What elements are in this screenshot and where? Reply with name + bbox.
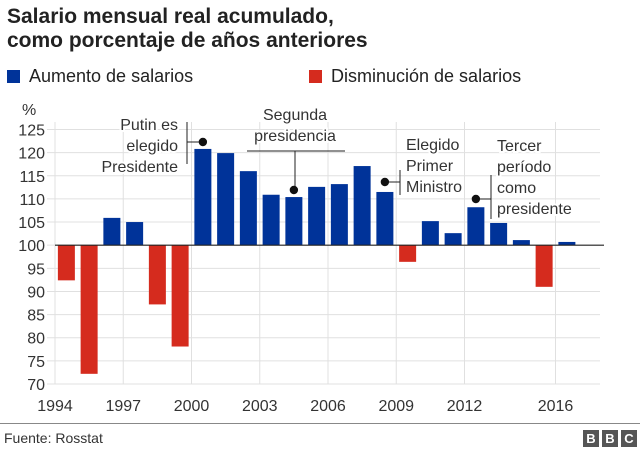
divider — [0, 423, 640, 424]
x-tick-label: 1994 — [37, 398, 73, 415]
title-line: Salario mensual real acumulado, — [7, 5, 334, 28]
chart-title: Salario mensual real acumulado, como por… — [7, 5, 368, 53]
y-tick-label: 110 — [19, 192, 45, 209]
annotation-text: como — [497, 180, 536, 197]
x-tick-label: 1997 — [105, 398, 141, 415]
y-tick-label: 115 — [19, 169, 45, 186]
bar-2008 — [376, 191, 394, 246]
y-tick-label: 120 — [18, 146, 45, 163]
bar-2015 — [535, 245, 553, 287]
bar-chart: 70 75 80 85 90 95 100 105 110 115 120 125% 1994 1997 2… — [18, 102, 604, 415]
bar-1999 — [171, 245, 189, 347]
annotation-text: elegido — [126, 138, 178, 155]
bar-2002 — [239, 171, 257, 246]
y-axis-label: % — [22, 102, 36, 119]
y-tick-label: 100 — [18, 238, 45, 255]
bar-1998 — [148, 245, 166, 305]
logo-letter: B — [602, 430, 618, 447]
bar-2010 — [421, 221, 439, 246]
bar-1997 — [126, 222, 144, 246]
y-tick-label: 105 — [18, 215, 45, 232]
legend-increase: Aumento de salarios — [7, 66, 193, 87]
bar-2004 — [285, 197, 303, 246]
y-tick-label: 95 — [27, 261, 45, 278]
legend-swatch-increase — [7, 70, 20, 83]
bar-2007 — [353, 166, 371, 246]
bar-1995 — [80, 245, 98, 374]
x-tick-label: 2012 — [447, 398, 483, 415]
annotation-text: Presidente — [102, 159, 179, 176]
bbc-logo: B B C — [583, 430, 637, 447]
y-tick-label: 125 — [18, 123, 45, 140]
x-tick-label: 2006 — [310, 398, 346, 415]
y-tick-label: 75 — [27, 354, 45, 371]
x-tick-label: 2016 — [538, 398, 574, 415]
annotation-text: Segunda — [263, 107, 327, 124]
bar-1994 — [57, 245, 75, 281]
bar-2016 — [558, 241, 576, 246]
bar-2014 — [512, 240, 530, 246]
bar-2003 — [262, 194, 280, 246]
legend-decrease: Disminución de salarios — [309, 66, 521, 87]
bar-1996 — [103, 217, 121, 246]
y-tick-label: 80 — [27, 331, 45, 348]
bar-2006 — [330, 184, 348, 246]
bar-2009 — [399, 245, 417, 262]
x-tick-label: 2003 — [242, 398, 278, 415]
logo-letter: B — [583, 430, 599, 447]
annotation-text: período — [497, 159, 551, 176]
legend-swatch-decrease — [309, 70, 322, 83]
bar-2001 — [217, 153, 235, 246]
legend-label: Disminución de salarios — [331, 66, 522, 86]
bar-2011 — [444, 233, 462, 246]
bar-2012 — [467, 207, 485, 246]
y-tick-label: 90 — [27, 284, 45, 301]
annotation-dot — [380, 177, 390, 187]
bar-2000 — [194, 148, 212, 246]
logo-letter: C — [621, 430, 637, 447]
bar-2013 — [490, 222, 508, 246]
title-line: como porcentaje de años anteriores — [7, 29, 368, 52]
annotation-dot — [471, 194, 481, 204]
annotation-text: Tercer — [497, 138, 542, 155]
x-tick-label: 2000 — [174, 398, 210, 415]
source-note: Fuente: Rosstat — [4, 430, 103, 446]
annotation-text: Putin es — [120, 117, 178, 134]
annotation-text: Ministro — [406, 179, 462, 196]
annotation-text: Primer — [406, 158, 454, 175]
legend-label: Aumento de salarios — [29, 66, 194, 86]
y-tick-label: 85 — [27, 308, 45, 325]
annotation-text: Elegido — [406, 137, 459, 154]
bar-2005 — [308, 186, 326, 246]
annotation-text: presidente — [497, 201, 572, 218]
annotation-dot — [198, 137, 208, 147]
annotation-dot — [289, 185, 299, 195]
x-tick-label: 2009 — [378, 398, 414, 415]
y-tick-label: 70 — [27, 377, 45, 394]
annotation-text: presidencia — [254, 128, 336, 145]
